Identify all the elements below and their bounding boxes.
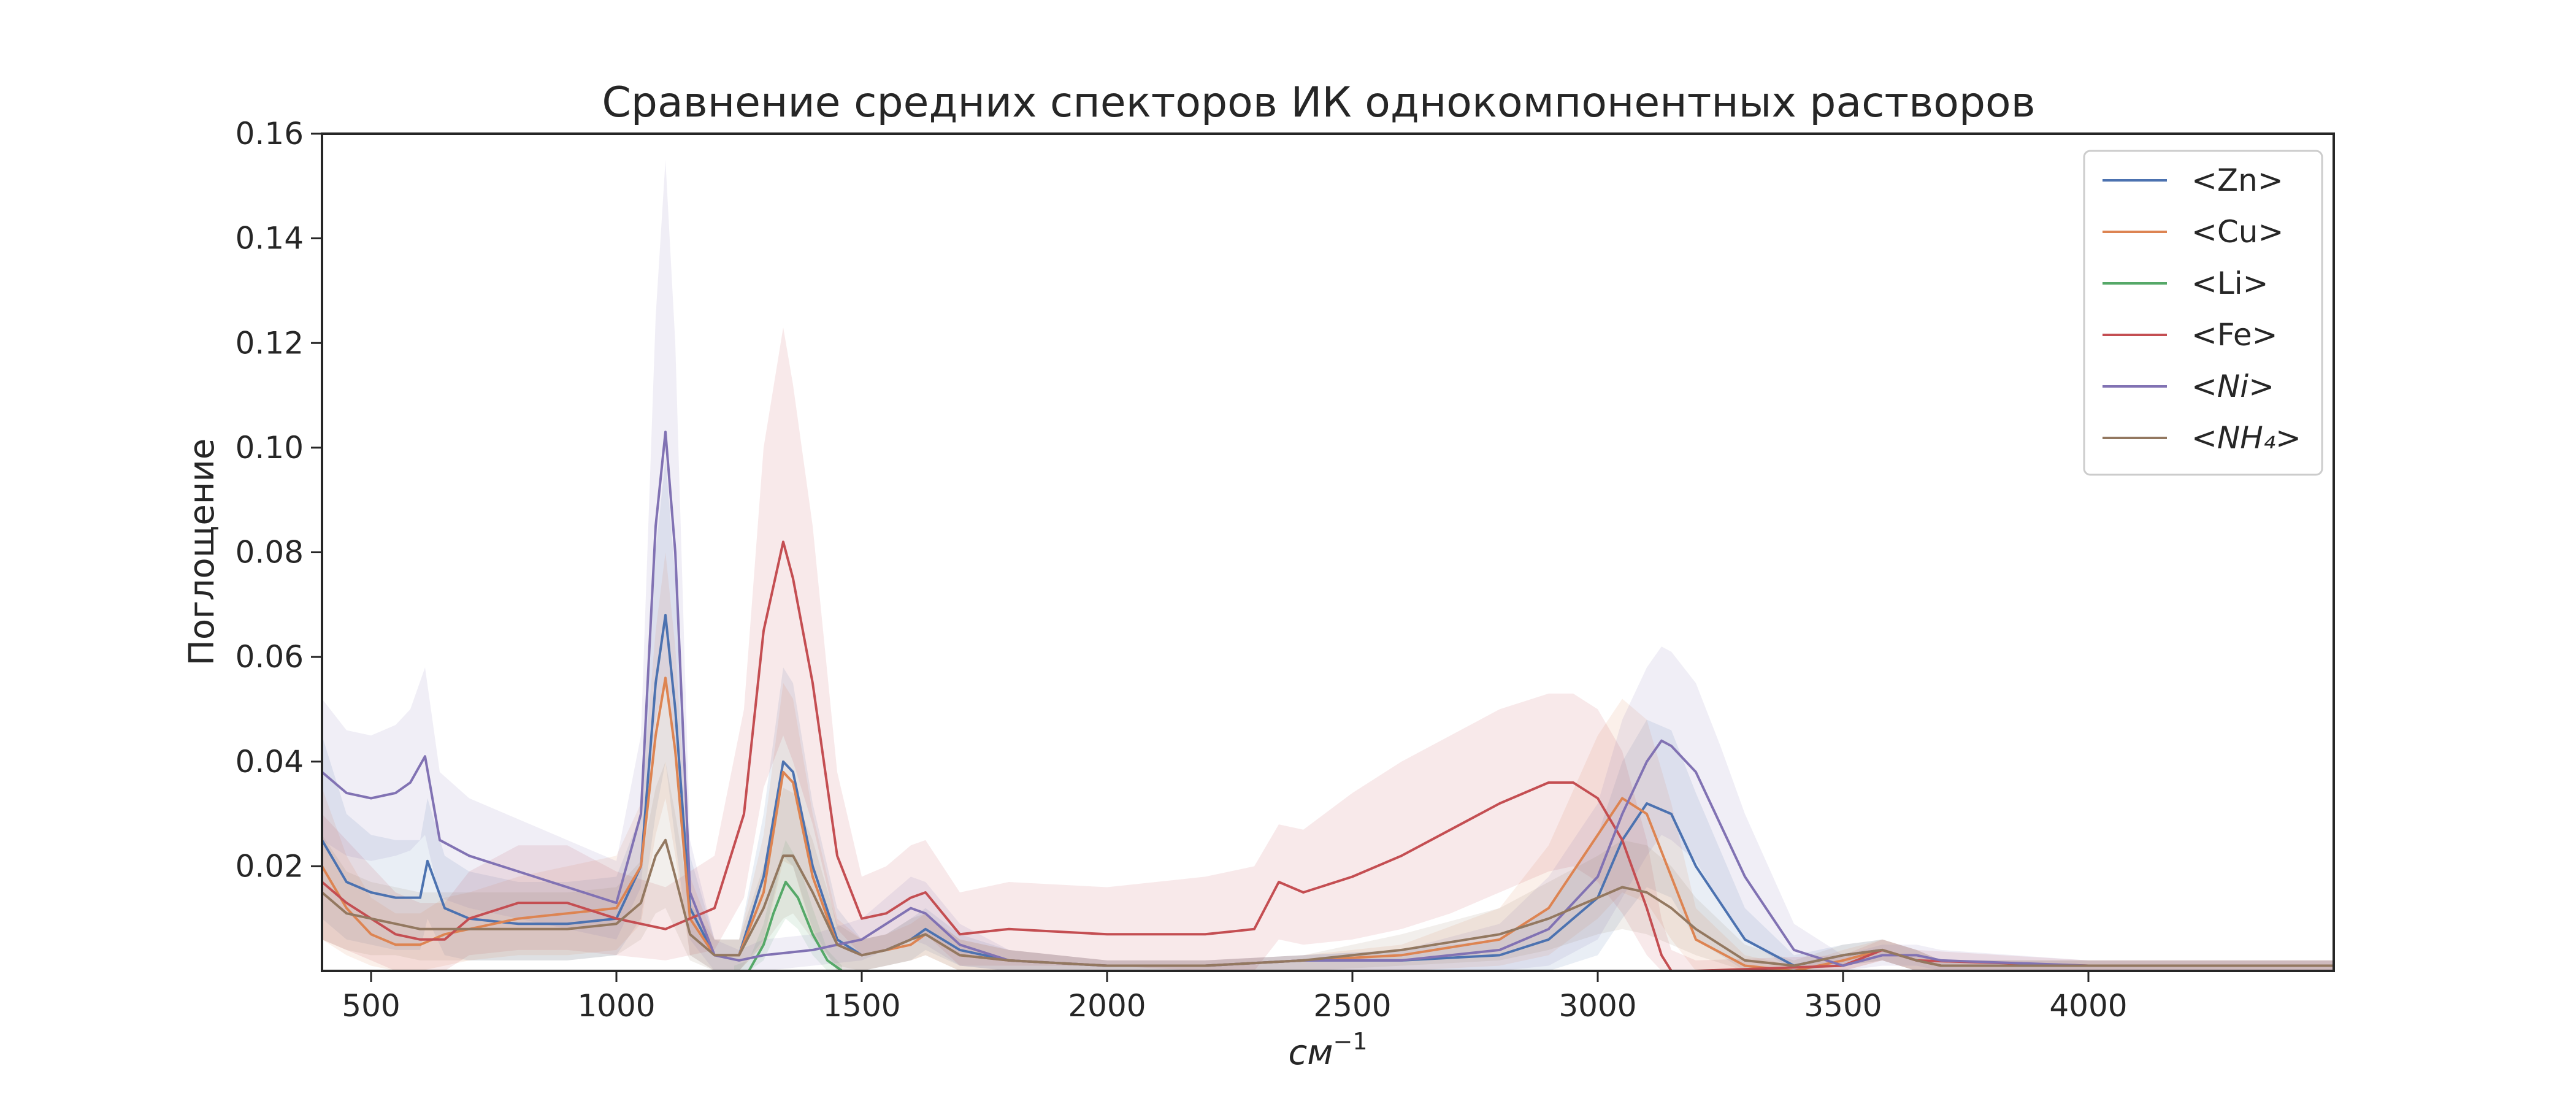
line-series-5: [321, 838, 2334, 967]
x-tick-label: 1500: [822, 988, 900, 1024]
y-tick-label: 0.08: [236, 535, 304, 570]
x-axis-label-exponent: −1: [1333, 1028, 1368, 1055]
y-axis-label: Поглощение: [182, 439, 222, 666]
band-series-0: [322, 458, 2334, 971]
chart-title: Сравнение средних спекторов ИК однокомпо…: [602, 79, 2035, 127]
x-tick-label: 3000: [1558, 988, 1636, 1024]
legend-label: <Ni>: [2191, 369, 2274, 404]
x-tick-label: 500: [342, 988, 400, 1024]
line-series-2: [734, 881, 843, 972]
band-series-4: [322, 159, 2334, 972]
x-axis-label: см−1: [1288, 1028, 1367, 1073]
y-tick-label: 0.02: [236, 848, 304, 884]
legend-label: <Fe>: [2191, 317, 2278, 353]
x-tick-label: 3500: [1804, 988, 1882, 1024]
line-series-4: [321, 431, 2334, 967]
x-tick-label: 4000: [2049, 988, 2127, 1024]
y-tick-label: 0.10: [236, 430, 304, 466]
confidence-bands: [322, 159, 2334, 972]
series-lines: [321, 431, 2334, 972]
legend: <Zn> <Cu> <Li> <Fe> <Ni> <NH₄>: [2083, 150, 2323, 476]
y-tick-label: 0.16: [236, 116, 304, 151]
band-series-3: [322, 327, 2334, 972]
legend-label: <Cu>: [2191, 214, 2283, 250]
x-tick-label: 2500: [1313, 988, 1391, 1024]
x-axis: 500 1000 1500 2000 2500 3000 3500 4000: [342, 971, 2128, 1024]
legend-label: <NH₄>: [2191, 420, 2301, 456]
legend-label: <Zn>: [2191, 163, 2283, 198]
y-tick-label: 0.14: [236, 221, 304, 256]
y-tick-label: 0.12: [236, 325, 304, 361]
x-tick-label: 1000: [577, 988, 655, 1024]
y-tick-label: 0.06: [236, 639, 304, 675]
x-axis-label-base: см: [1288, 1033, 1333, 1073]
x-tick-label: 2000: [1068, 988, 1146, 1024]
y-axis: 0.02 0.04 0.06 0.08 0.10 0.12 0.14 0.16: [236, 116, 322, 884]
y-tick-label: 0.04: [236, 744, 304, 780]
line-series-3: [321, 540, 2334, 972]
legend-label: <Li>: [2191, 266, 2269, 301]
